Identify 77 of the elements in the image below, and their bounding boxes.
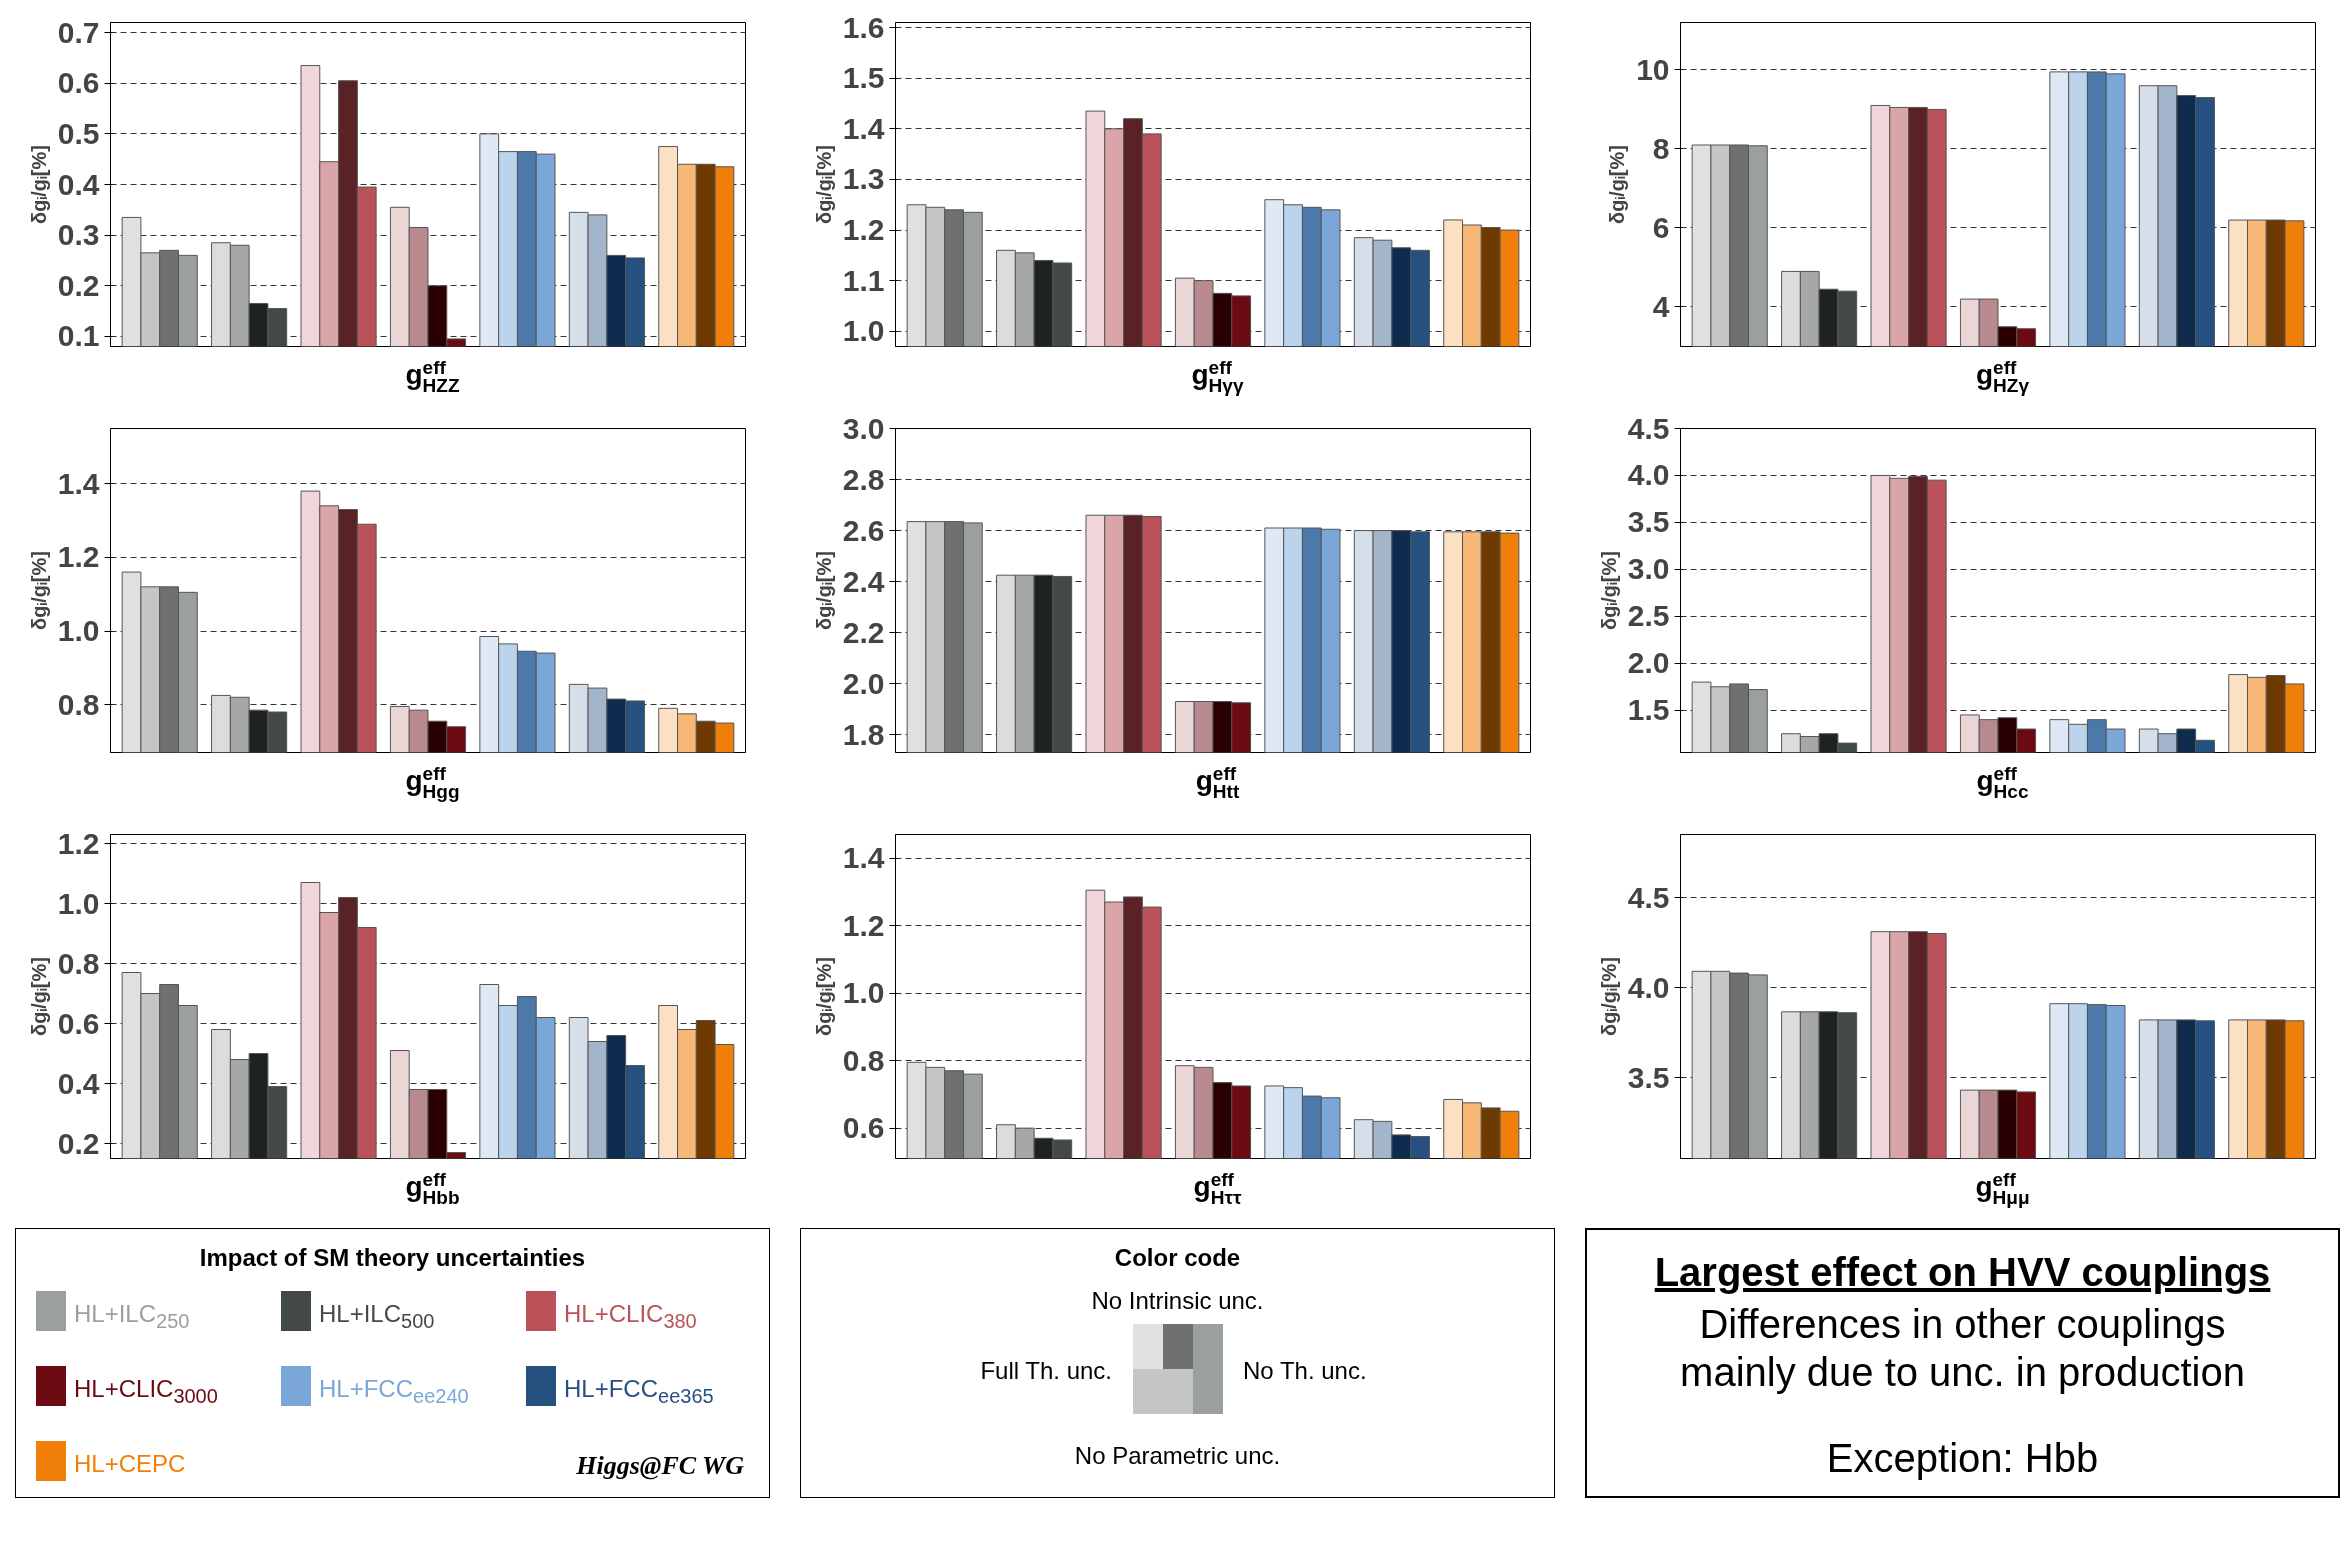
category-label: No Intrinsic unc. [1090, 1286, 1265, 1316]
y-tick-label: 4.5 [1627, 880, 1670, 914]
y-axis-title: δgᵢ/gᵢ[%] [1597, 957, 1620, 1036]
text: Higgs@FC WG [576, 1450, 744, 1482]
y-tick-label: 1.2 [842, 908, 885, 942]
y-tick-label: 1.3 [842, 162, 885, 196]
category-label: HL+FCC$_{ee240}$ [319, 1374, 469, 1409]
category-label: No Parametric unc. [1073, 1441, 1282, 1471]
y-tick-label: 8 [1652, 131, 1670, 165]
y-tick-label: 1.4 [57, 466, 100, 500]
y-tick-label: 3.0 [1627, 552, 1670, 586]
category-label: HL+ILC$_{250}$ [74, 1299, 190, 1334]
category-label: HL+CLIC$_{3000}$ [74, 1374, 218, 1409]
y-tick-label: 0.8 [842, 1043, 885, 1077]
y-tick-label: 1.4 [842, 841, 885, 875]
y-tick-label: 0.4 [57, 1066, 100, 1100]
y-tick-label: 2.0 [842, 666, 885, 700]
y-tick-label: 0.8 [57, 687, 100, 721]
y-tick-label: 0.7 [57, 15, 100, 49]
y-tick-label: 1.4 [842, 111, 885, 145]
y-tick-label: 1.2 [57, 540, 100, 574]
y-tick-label: 0.6 [57, 66, 100, 100]
category-label: No Th. unc. [1243, 1356, 1367, 1386]
category-label: HL+ILC$_{500}$ [319, 1299, 435, 1334]
y-axis-title: δgᵢ/gᵢ[%] [812, 145, 835, 224]
text: Largest effect on HVV couplings [1653, 1249, 2272, 1296]
y-tick-label: 0.6 [842, 1111, 885, 1145]
y-tick-label: 1.0 [57, 886, 100, 920]
y-tick-label: 3.5 [1627, 505, 1670, 539]
y-tick-label: 1.2 [842, 213, 885, 247]
y-tick-label: 4.0 [1627, 458, 1670, 492]
y-tick-label: 1.0 [842, 314, 885, 348]
y-axis-title: δgᵢ/gᵢ[%] [27, 551, 50, 630]
y-tick-label: 2.4 [842, 564, 885, 598]
y-tick-label: 1.5 [1627, 693, 1670, 727]
y-tick-label: 3.0 [842, 411, 885, 445]
y-axis-title: δgᵢ/gᵢ[%] [27, 957, 50, 1036]
y-tick-label: 2.8 [842, 462, 885, 496]
y-tick-label: 1.2 [57, 826, 100, 860]
y-tick-label: 0.1 [57, 319, 100, 353]
y-tick-label: 1.0 [57, 614, 100, 647]
y-axis-title: δgᵢ/gᵢ[%] [1606, 145, 1629, 224]
y-tick-label: 0.4 [57, 167, 100, 201]
y-tick-label: 1.0 [842, 976, 885, 1010]
text: mainly due to unc. in production [1680, 1350, 2245, 1394]
y-tick-label: 10 [1636, 52, 1670, 86]
y-tick-label: 1.8 [842, 717, 885, 751]
y-tick-label: 0.2 [57, 1126, 100, 1160]
category-label: HL+CEPC [74, 1449, 186, 1479]
text: Color code [1113, 1243, 1242, 1273]
y-tick-label: 6 [1652, 210, 1670, 244]
y-axis-title: δgᵢ/gᵢ[%] [812, 551, 835, 630]
y-tick-label: 3.5 [1627, 1060, 1670, 1094]
y-tick-label: 1.5 [842, 61, 885, 95]
y-tick-label: 2.0 [1627, 646, 1670, 680]
category-label: HL+CLIC$_{380}$ [564, 1299, 697, 1334]
y-tick-label: 0.2 [57, 268, 100, 302]
y-tick-label: 1.6 [842, 10, 885, 44]
y-tick-label: 2.2 [842, 615, 885, 649]
y-axis-title: δgᵢ/gᵢ[%] [812, 957, 835, 1036]
y-axis-title: δgᵢ/gᵢ[%] [1597, 551, 1620, 630]
y-tick-label: 4 [1652, 289, 1670, 323]
y-tick-label: 2.6 [842, 513, 885, 547]
text: Exception: Hbb [1825, 1435, 2100, 1482]
y-tick-label: 0.8 [57, 946, 100, 980]
y-tick-label: 4.0 [1627, 970, 1670, 1004]
y-tick-label: 0.6 [57, 1006, 100, 1040]
y-axis-title: δgᵢ/gᵢ[%] [27, 145, 50, 224]
category-label: Full Th. unc. [980, 1356, 1112, 1386]
text: Differences in other couplings [1699, 1302, 2226, 1346]
y-tick-label: 2.5 [1627, 599, 1670, 633]
y-tick-label: 0.3 [57, 218, 100, 252]
y-tick-label: 1.1 [842, 263, 885, 297]
text: Impact of SM theory uncertainties [198, 1243, 587, 1273]
y-tick-label: 0.5 [57, 116, 100, 150]
category-label: HL+FCC$_{ee365}$ [564, 1374, 714, 1409]
y-tick-label: 4.5 [1627, 411, 1670, 445]
